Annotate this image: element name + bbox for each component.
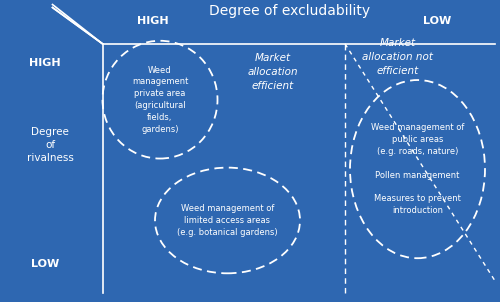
Text: Market
allocation not
efficient: Market allocation not efficient [362, 38, 433, 76]
Text: LOW: LOW [424, 16, 452, 26]
Text: Degree
of
rivalness: Degree of rivalness [26, 127, 74, 163]
Text: Market
allocation
efficient: Market allocation efficient [247, 53, 298, 92]
Text: HIGH: HIGH [29, 58, 61, 69]
Text: Degree of excludability: Degree of excludability [210, 4, 370, 18]
Text: Weed
management
private area
(agricultural
fields,
gardens): Weed management private area (agricultur… [132, 66, 188, 134]
Text: HIGH: HIGH [136, 16, 168, 26]
Text: LOW: LOW [31, 259, 59, 269]
Text: Weed management of
public areas
(e.g. roads, nature)

Pollen management

Measure: Weed management of public areas (e.g. ro… [371, 123, 464, 215]
Text: Weed management of
limited access areas
(e.g. botanical gardens): Weed management of limited access areas … [177, 204, 278, 237]
